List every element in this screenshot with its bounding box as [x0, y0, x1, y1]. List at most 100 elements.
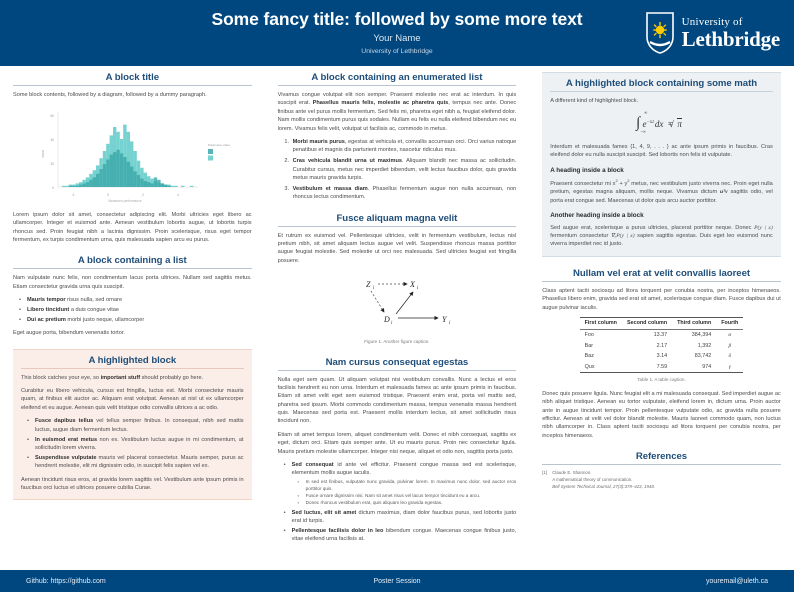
example-intro: A different kind of highlighted block.: [550, 98, 639, 104]
table-row: Qux 7.59 974 γ: [579, 361, 744, 373]
block-title: A block containing a list: [77, 255, 187, 267]
list-item: Morbi mauris purus, egestas at vehicula …: [291, 138, 517, 155]
block-body: Class aptent taciti sociosqu ad litora t…: [542, 287, 781, 440]
table-row: Foo 13.37 384,394 α: [580, 330, 744, 341]
list-item-rest: bibendum congue. Maecenas congue finibus…: [291, 527, 517, 543]
cell: β: [728, 342, 732, 349]
cell: 3.14: [656, 353, 668, 360]
display-equation: ∫ ∞ −∞ e−x2 dx = π√: [550, 110, 773, 135]
text-a: Praesent consectetur mi x: [550, 180, 616, 187]
alert-lead-pre: This block catches your eye, so: [21, 374, 101, 381]
block-title: References: [635, 451, 688, 463]
math-grad-px: ∇ₓP(y | x): [610, 232, 635, 239]
footer-github-link[interactable]: Github: https://github.com: [26, 577, 106, 585]
integral-sign: ∫: [636, 115, 641, 132]
sub-list-item: In sed est finibus, vulputate nunc gravi…: [298, 479, 517, 493]
table-row: Bar 2.17 1,392 β: [580, 341, 744, 351]
cell: Qux: [579, 361, 622, 373]
figure-caption: Figure 1. Another figure caption.: [364, 338, 430, 344]
svg-text:i: i: [391, 321, 393, 326]
footer-email-link[interactable]: youremail@uleth.ca: [706, 577, 768, 585]
list-item-lead: Cras vehicula blandit urna ut maximus: [292, 158, 402, 165]
title-rule: [277, 369, 517, 371]
cell: α: [728, 332, 732, 339]
svg-text:count: count: [41, 150, 45, 158]
svg-text:0: 0: [107, 193, 109, 197]
text-b: fermentum consectetur: [550, 232, 611, 239]
enumerated-list: Morbi mauris purus, egestas at vehicula …: [278, 138, 517, 202]
list-item-lead: Libero tincidunt: [27, 307, 70, 314]
sub-heading-1: A heading inside a block: [550, 166, 624, 174]
list-item-lead: Vestibulum et massa diam: [292, 185, 368, 192]
cell: Foo: [584, 332, 594, 339]
svg-text:Parameter value: Parameter value: [208, 143, 230, 147]
header-divider: [0, 66, 794, 69]
list-item: In euismod erat metus non ex. Vestibulum…: [27, 436, 244, 453]
equals-sign: =: [665, 119, 676, 130]
cell: Baz: [584, 353, 594, 360]
node-label-d: D: [383, 315, 390, 324]
enum-intro: Vivamus congue volutpat elit non semper.…: [278, 91, 517, 133]
list-item: Vestibulum et massa diam. Phasellus ferm…: [291, 185, 517, 202]
cell: Bar: [584, 342, 594, 349]
svg-text:0: 0: [53, 186, 55, 190]
block-paragraph: Lorem ipsum dolor sit amet, consectetur …: [13, 211, 252, 243]
sub-list-item: Donec rhoncus vestibulum erat, quis aliq…: [298, 500, 517, 507]
sub-list-item: Fusce ornare dignissim nisi. Nam sit ame…: [298, 493, 517, 500]
block-nam-cursus: Nam cursus consequat egestas Nulla eget …: [277, 356, 517, 544]
reference-author: Claude E. Shannon.: [552, 470, 592, 476]
column-header: Fourth: [716, 316, 744, 331]
causal-diagram-figure: Z i X i D i Y i F: [278, 270, 517, 345]
text-c: sapien sagittis egestas. Duis eget leo e…: [550, 232, 773, 248]
list-item: Sed luctus, elit sit amet dictum maximus…: [284, 509, 517, 526]
list-item-lead: Suspendisse vulputate: [35, 454, 97, 461]
causal-diagram: Z i X i D i Y i: [366, 280, 451, 326]
cell: 2.17: [656, 342, 668, 349]
poster-columns: A block title Some block contents, follo…: [0, 72, 794, 560]
list-item-rest: . Phasellus fermentum augue non nulla ac…: [292, 185, 517, 201]
after-equation-text: Interdum et malesuada fames {1, 4, 9, . …: [550, 143, 773, 159]
poster-header: Some fancy title: followed by some more …: [0, 0, 794, 66]
alert-bullet-list: Fusce dapibus tellus vel tellus semper f…: [21, 417, 244, 470]
list-item-rest: vel tellus semper finibus. In consequat,…: [35, 418, 244, 433]
column-header: Second column: [621, 316, 673, 331]
svg-text:2: 2: [142, 193, 144, 197]
list-item: Mauris tempor risus nulla, sed ornare: [19, 296, 252, 305]
author-name: Your Name: [373, 33, 421, 45]
cell: 384,394: [691, 332, 712, 339]
list-item: Libero tincidunt a duis congue vitae: [19, 306, 252, 315]
cell: 974: [672, 361, 717, 373]
list-item-lead: Fusce dapibus tellus: [35, 418, 94, 425]
cell: γ: [716, 361, 744, 373]
list-outro: Eget augue porta, bibendum venenatis tor…: [13, 330, 125, 337]
header-text-group: Some fancy title: followed by some more …: [0, 0, 794, 66]
diagram-intro: Et rutrum ex euismod vel. Pellentesque u…: [277, 232, 517, 264]
title-rule: [277, 85, 517, 86]
svg-text:i: i: [417, 286, 419, 291]
university-logo: University of Lethbridge: [645, 10, 780, 56]
page-title: Some fancy title: followed by some more …: [211, 9, 583, 30]
logo-line-2: Lethbridge: [681, 26, 781, 51]
svg-text:Measured performance: Measured performance: [109, 199, 142, 203]
data-table: First column Second column Third column …: [579, 316, 744, 373]
sub-heading-2-body: Sed augue erat, scelerisque a purus ultr…: [550, 224, 773, 249]
list-item-rest: a duis congue vitae: [69, 307, 120, 314]
list-item-rest: morbi justo neque, ullamcorper: [65, 316, 145, 323]
block-math-example: A highlighted block containing some math…: [542, 72, 781, 257]
list-item-lead: Pellentesque facilisis dolor in leo: [291, 527, 384, 534]
block-title: Nam cursus consequat egestas: [325, 356, 469, 368]
paragraph-2: Etiam sit amet tempus lorem, aliquet con…: [277, 431, 517, 455]
math-px-1: P(y | x): [754, 224, 773, 231]
text-d: sagittis odio, vel porta erat congue sed…: [550, 189, 773, 204]
integral-upper: ∞: [644, 110, 648, 116]
list-item: Dui ac pretium morbi justo neque, ullamc…: [19, 316, 252, 325]
title-rule: [21, 367, 244, 369]
list-item-rest: dictum maximus, diam dolor faucibus puru…: [291, 509, 517, 524]
bullet-list: Mauris tempor risus nulla, sed ornare Li…: [13, 296, 252, 325]
enum-intro-b: , tempus nec ante. Donec finibus ante ve…: [277, 100, 517, 132]
intro-text: Some block contents, followed by a diagr…: [13, 92, 207, 98]
text-c: metus, nec vestibulum justo viverra nec.…: [550, 180, 773, 196]
list-item: Sed consequat id ante vel efficitur. Pra…: [284, 461, 517, 507]
svg-text:40: 40: [51, 138, 55, 142]
